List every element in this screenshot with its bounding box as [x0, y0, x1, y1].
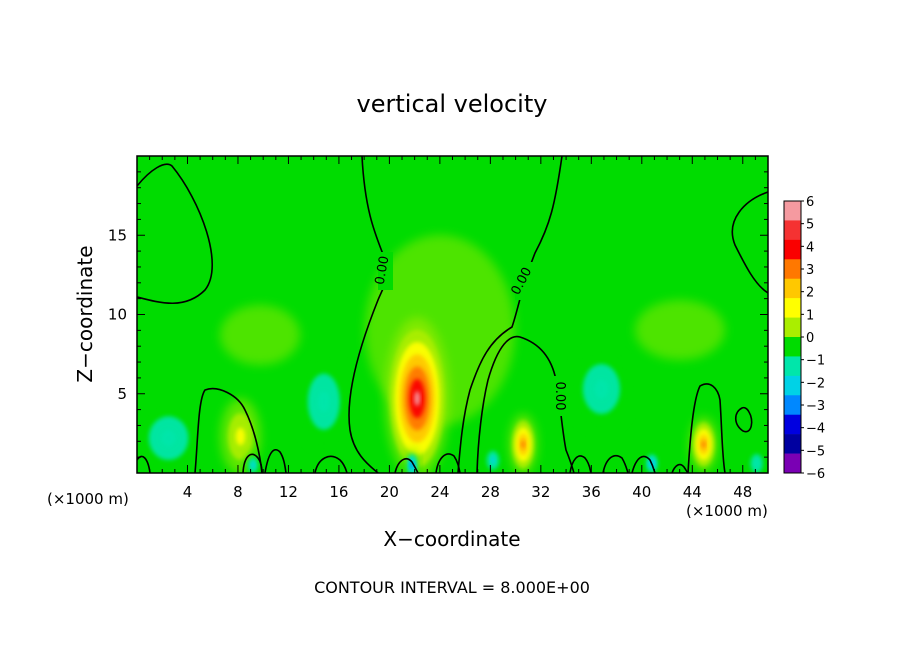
- colorbar-swatch: [784, 453, 801, 474]
- x-axis-label: X−coordinate: [383, 527, 520, 551]
- x-tick-label: 44: [683, 483, 702, 501]
- colorbar-swatch: [784, 239, 801, 260]
- y-tick-label: 5: [117, 385, 127, 403]
- colorbar-label: 3: [806, 263, 814, 278]
- y-tick-label: 15: [108, 226, 127, 244]
- zero-contour-upper-left: [137, 163, 213, 304]
- x-tick-label: 32: [531, 483, 550, 501]
- x-tick-label: 28: [481, 483, 500, 501]
- colorbar-label: 5: [806, 218, 814, 233]
- downdraft-band: [161, 429, 177, 447]
- colorbar-swatch: [784, 259, 801, 280]
- x-tick-label: 8: [233, 483, 243, 501]
- colorbar-label: −1: [806, 354, 825, 369]
- zero-contour-central-right: [457, 156, 563, 473]
- downdraft-band: [251, 462, 256, 469]
- haze-right: [635, 300, 725, 360]
- x-tick-label: 24: [430, 483, 449, 501]
- colorbar-swatch: [784, 278, 801, 299]
- haze-left: [220, 305, 300, 365]
- colorbar-label: −5: [806, 444, 825, 459]
- updraft-cell-1: [509, 414, 538, 473]
- plot-area: 0.00 0.00 0.00: [137, 156, 768, 473]
- updraft-cell-2: [689, 416, 718, 473]
- downdraft-cell-6: [137, 402, 201, 473]
- zero-contour-lower-right: [687, 383, 726, 473]
- zero-contour-bump-2: [242, 453, 263, 473]
- colorbar-swatch: [784, 414, 801, 435]
- colorbar-label: 2: [806, 286, 814, 301]
- zero-contour-bump-7: [569, 455, 592, 473]
- zero-contour-bump-6: [435, 453, 461, 473]
- contour-lines: [137, 156, 768, 473]
- zero-contour-small-loop: [734, 406, 753, 433]
- colorbar-swatch: [784, 201, 801, 221]
- updraft-band: [235, 427, 246, 446]
- x-unit-right: (×1000 m): [686, 502, 768, 520]
- x-tick-label: 20: [380, 483, 399, 501]
- zero-contour-bump-5: [394, 458, 419, 473]
- x-tick-label: 4: [183, 483, 193, 501]
- colorbar-label: 4: [806, 240, 814, 255]
- zero-contour-lower-left: [194, 388, 263, 473]
- colorbar-swatch: [784, 356, 801, 377]
- updraft-cell-0: [384, 317, 450, 473]
- y-tick-label: 10: [108, 306, 127, 324]
- contour-label-bg-3: [548, 376, 563, 416]
- updraft-band: [414, 391, 421, 406]
- zero-contour-bump-8: [602, 454, 629, 473]
- colorbar-swatch: [784, 317, 801, 338]
- contour-labels: 0.00 0.00 0.00: [373, 252, 567, 416]
- downdraft-band: [490, 456, 496, 464]
- downdraft-band: [317, 391, 330, 413]
- chart-title: vertical velocity: [357, 90, 548, 118]
- x-tick-label: 12: [279, 483, 298, 501]
- colorbar-label: 6: [806, 195, 814, 210]
- colorbar-swatch: [784, 337, 801, 357]
- colorbar-swatch: [784, 434, 801, 454]
- colorbar-label: −2: [806, 376, 825, 391]
- y-axis-ticks: 5 10 15: [108, 171, 768, 458]
- zero-contour-upper-right: [731, 191, 768, 294]
- downdraft-cell-9: [482, 445, 503, 473]
- zero-contour-bump-10: [671, 463, 689, 473]
- downdraft-cell-4: [405, 449, 420, 473]
- colorbar-swatch: [784, 220, 801, 241]
- x-tick-label: 40: [632, 483, 651, 501]
- zero-contour-bump-3: [264, 449, 287, 473]
- x-axis-ticks: 4 8 12 16 20 24 28 32 36 40 44 48: [149, 156, 756, 501]
- colorbar-swatch: [784, 375, 801, 396]
- colorbar: 6 5 4 3 2 1 0 −1 −2 −3 −4 −5 −6: [783, 195, 825, 482]
- downdraft-cell-7: [297, 356, 351, 448]
- updraft-band: [521, 440, 526, 449]
- contour-label-bg-2: [515, 262, 533, 300]
- zero-contour-bump-4: [314, 455, 348, 473]
- zero-contour-central-left: [348, 156, 388, 473]
- x-tick-label: 16: [329, 483, 348, 501]
- downdraft-band: [754, 459, 759, 468]
- contour-label-1: 0.00: [373, 255, 393, 286]
- contour-label-bg-1: [378, 252, 393, 290]
- downdraft-cell-8: [571, 348, 632, 430]
- contour-interval-note: CONTOUR INTERVAL = 8.000E+00: [314, 578, 590, 597]
- contour-label-3: 0.00: [552, 382, 567, 411]
- colorbar-label: 0: [806, 331, 814, 346]
- colorbar-label: 1: [806, 308, 814, 323]
- x-tick-label: 36: [582, 483, 601, 501]
- updraft-band: [701, 440, 706, 449]
- colorbar-label: −3: [806, 399, 825, 414]
- colorbar-label: −6: [806, 467, 825, 482]
- y-axis-label: Z−coordinate: [73, 245, 97, 382]
- colorbar-swatch: [784, 298, 801, 318]
- zero-contour-mid-right: [476, 335, 575, 473]
- x-unit-left: (×1000 m): [47, 490, 129, 508]
- downdraft-band: [594, 379, 609, 399]
- colorbar-label: −4: [806, 422, 825, 437]
- colorbar-swatch: [784, 395, 801, 416]
- downdraft-cell-11: [746, 448, 767, 473]
- x-tick-label: 48: [733, 483, 752, 501]
